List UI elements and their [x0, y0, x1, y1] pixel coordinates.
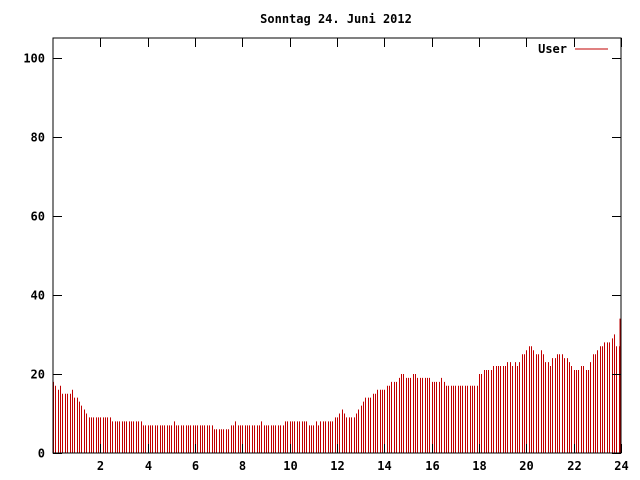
bars-group [53, 318, 621, 453]
x-tick-label: 4 [145, 459, 152, 473]
x-tick-label: 18 [472, 459, 486, 473]
y-tick-label: 0 [38, 447, 45, 461]
legend-label-user: User [538, 42, 567, 56]
x-tick-label: 10 [283, 459, 297, 473]
y-tick-label: 60 [31, 210, 45, 224]
x-tick-label: 8 [239, 459, 246, 473]
x-tick-label: 2 [97, 459, 104, 473]
y-axis: 0 20 40 60 80 100 [23, 52, 621, 461]
x-tick-label: 16 [425, 459, 439, 473]
x-tick-label: 22 [567, 459, 581, 473]
x-axis: 2 4 6 8 10 12 14 16 18 20 22 24 [97, 38, 629, 473]
x-tick-label: 24 [614, 459, 628, 473]
legend: User [538, 42, 608, 56]
x-tick-label: 14 [377, 459, 391, 473]
x-tick-label: 6 [192, 459, 199, 473]
y-tick-label: 80 [31, 131, 45, 145]
y-tick-label: 20 [31, 368, 45, 382]
y-tick-label: 40 [31, 289, 45, 303]
x-tick-label: 12 [330, 459, 344, 473]
plot-frame [52, 37, 622, 454]
y-tick-label: 100 [23, 52, 45, 66]
x-tick-label: 20 [519, 459, 533, 473]
chart-title: Sonntag 24. Juni 2012 [260, 12, 412, 26]
